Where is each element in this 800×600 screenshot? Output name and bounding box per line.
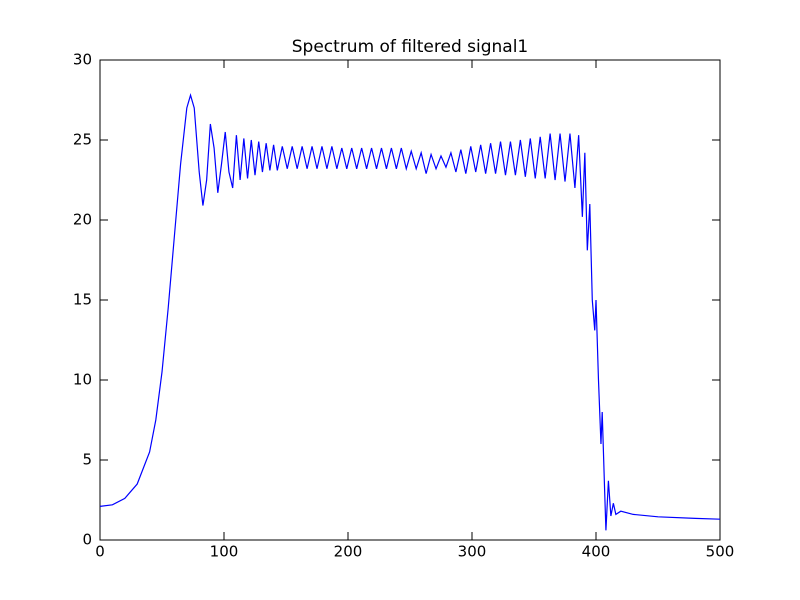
y-tick-label: 20: [73, 211, 92, 229]
x-tick-label: 200: [334, 543, 363, 561]
x-tick-label: 300: [458, 543, 487, 561]
x-tick-label: 0: [95, 543, 105, 561]
x-tick-label: 500: [706, 543, 735, 561]
y-tick-label: 30: [73, 51, 92, 69]
y-tick-label: 10: [73, 371, 92, 389]
x-tick-label: 100: [210, 543, 239, 561]
y-tick-label: 25: [73, 131, 92, 149]
x-tick-label: 400: [582, 543, 611, 561]
plot-frame: [99, 59, 721, 541]
y-tick-label: 5: [82, 451, 92, 469]
y-tick-label: 15: [73, 291, 92, 309]
line-series: [99, 93, 721, 531]
chart-title: Spectrum of filtered signal1: [292, 37, 529, 57]
y-tick-label: 0: [82, 531, 92, 549]
